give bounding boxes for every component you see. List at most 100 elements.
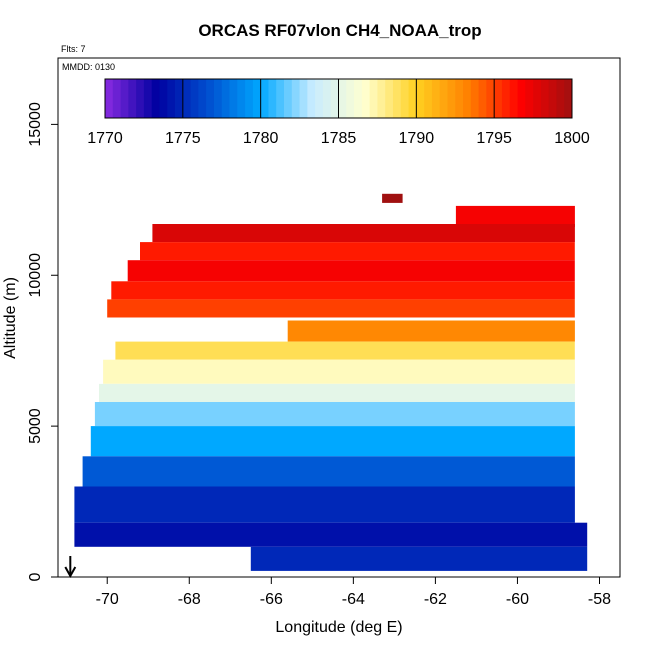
colorbar-swatch <box>276 79 285 118</box>
colorbar-swatch <box>509 79 518 118</box>
colorbar-swatch <box>369 79 378 118</box>
x-tick-label: -58 <box>588 591 611 608</box>
colorbar-swatch <box>221 79 230 118</box>
heatmap-band-pale-band <box>99 383 575 402</box>
y-tick-label: 0 <box>27 572 44 581</box>
heatmap-band-dark-blue-band <box>74 486 575 523</box>
colorbar-swatch <box>182 79 192 118</box>
colorbar-swatch <box>330 79 339 118</box>
colorbar-swatch <box>478 79 487 118</box>
colorbar-swatch <box>564 79 573 118</box>
y-tick-label: 5000 <box>27 408 44 444</box>
heatmap-band-upper-red-band-1 <box>152 224 575 243</box>
y-axis: 0 5000 10000 15000 <box>27 102 58 581</box>
x-tick-label: -60 <box>506 591 529 608</box>
colorbar-swatch <box>385 79 394 118</box>
heatmap-band-upper-isolated-cell <box>382 193 403 203</box>
chart-title: ORCAS RF07vlon CH4_NOAA_trop <box>198 21 481 40</box>
colorbar: 1770 1775 1780 1785 1790 1795 1800 <box>87 78 590 147</box>
colorbar-swatch <box>136 79 145 118</box>
colorbar-swatch <box>143 79 153 118</box>
colorbar-swatch <box>229 79 238 118</box>
colorbar-swatch <box>439 79 448 118</box>
colorbar-swatch <box>463 79 472 118</box>
colorbar-swatch <box>151 79 160 118</box>
colorbar-swatch <box>517 79 526 118</box>
x-tick-label: -70 <box>96 591 119 608</box>
x-tick-label: -64 <box>342 591 365 608</box>
colorbar-swatch <box>112 79 121 118</box>
colorbar-swatch <box>128 79 137 118</box>
colorbar-swatch <box>245 79 254 118</box>
colorbar-tick-label: 1780 <box>243 130 279 147</box>
colorbar-swatch <box>455 79 464 118</box>
colorbar-tick-label: 1800 <box>554 130 590 147</box>
colorbar-swatch <box>361 79 371 118</box>
heatmap-band-mid-yellow-band <box>115 341 575 360</box>
heatmap-band-upper-right-red <box>455 205 575 227</box>
colorbar-tick-label: 1795 <box>476 130 512 147</box>
colorbar-swatch <box>548 79 557 118</box>
longitude-marker-arrow <box>64 556 77 579</box>
x-axis-title: Longitude (deg E) <box>275 619 402 636</box>
heatmap-band-upper-red-band-5 <box>107 299 575 318</box>
colorbar-swatch <box>486 79 495 118</box>
colorbar-swatch <box>322 79 332 118</box>
colorbar-swatch <box>338 79 347 118</box>
colorbar-swatch <box>260 79 269 118</box>
y-axis-title: Altitude (m) <box>2 277 19 359</box>
colorbar-swatch <box>540 79 550 118</box>
colorbar-swatch <box>120 79 129 118</box>
colorbar-swatch <box>198 79 207 118</box>
colorbar-swatch <box>291 79 300 118</box>
heatmap-band-low-dark-band <box>74 522 588 547</box>
marker-head <box>64 566 77 579</box>
colorbar-swatch <box>431 79 441 118</box>
heatmap-band-cyan-band <box>90 426 575 457</box>
y-tick-label: 15000 <box>27 102 44 147</box>
colorbar-swatch <box>315 79 324 118</box>
x-tick-label: -68 <box>178 591 201 608</box>
colorbar-swatch <box>299 79 308 118</box>
colorbar-swatch <box>377 79 386 118</box>
x-tick-label: -62 <box>424 591 447 608</box>
colorbar-swatch <box>190 79 199 118</box>
colorbar-tick-label: 1770 <box>87 130 123 147</box>
colorbar-tick-label: 1790 <box>399 130 435 147</box>
colorbar-swatch <box>284 79 293 118</box>
colorbar-swatch <box>175 79 184 118</box>
colorbar-swatch <box>268 79 277 118</box>
heatmap-band-surface-band <box>250 546 588 571</box>
colorbar-swatch <box>494 79 503 118</box>
colorbar-swatch <box>556 79 565 118</box>
colorbar-swatch <box>213 79 223 118</box>
heatmap-band-mid-orange-band <box>287 320 575 342</box>
x-tick-label: -66 <box>260 591 283 608</box>
heatmap-band-upper-red-band-2 <box>140 242 575 261</box>
colorbar-swatch <box>408 79 417 118</box>
plot-frame <box>57 57 621 578</box>
colorbar-swatch <box>501 79 511 118</box>
heatmap-band-upper-red-band-4 <box>111 281 575 300</box>
colorbar-swatch <box>392 79 402 118</box>
colorbar-swatch <box>533 79 542 118</box>
colorbar-swatch <box>206 79 215 118</box>
heatmap-band-blue-band <box>82 456 575 487</box>
plot-area <box>74 193 588 571</box>
colorbar-swatch <box>416 79 425 118</box>
colorbar-swatch <box>470 79 479 118</box>
x-axis: -70 -68 -66 -64 -62 -60 -58 <box>96 577 611 608</box>
colorbar-swatch <box>447 79 456 118</box>
flights-label: Flts: 7 <box>61 44 86 54</box>
colorbar-swatch <box>400 79 409 118</box>
colorbar-swatch <box>307 79 316 118</box>
colorbar-swatch <box>237 79 246 118</box>
colorbar-swatch <box>167 79 176 118</box>
y-tick-label: 10000 <box>27 253 44 298</box>
heatmap-band-transition-band <box>103 359 575 384</box>
colorbar-swatch <box>424 79 433 118</box>
colorbar-tick-label: 1785 <box>321 130 357 147</box>
colorbar-swatch <box>525 79 534 118</box>
heatmap-band-upper-red-band-3 <box>127 260 575 282</box>
